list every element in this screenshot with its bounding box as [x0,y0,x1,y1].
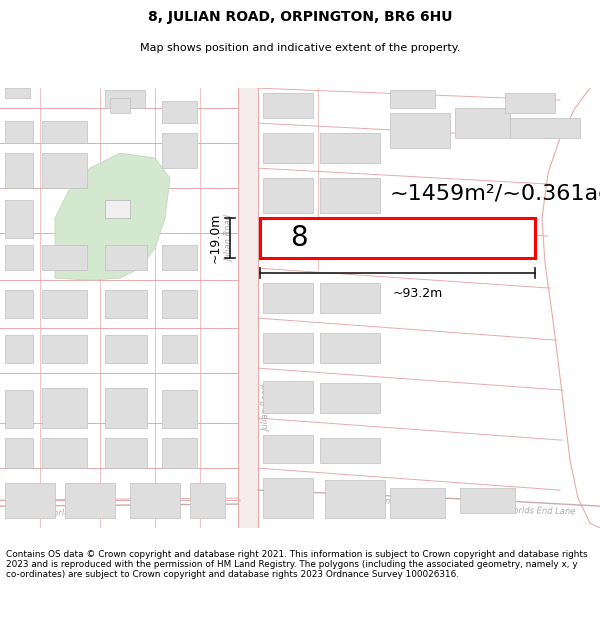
Bar [5,290,33,318]
Text: Worlds End Lane: Worlds End Lane [325,496,395,506]
Bar [5,121,33,143]
Bar [42,388,87,428]
Bar [460,488,515,513]
Bar [325,480,385,518]
Text: 8, JULIAN ROAD, ORPINGTON, BR6 6HU: 8, JULIAN ROAD, ORPINGTON, BR6 6HU [148,10,452,24]
Bar [320,333,380,363]
Bar [65,483,115,518]
Text: Map shows position and indicative extent of the property.: Map shows position and indicative extent… [140,43,460,53]
Bar [42,153,87,188]
Bar [162,390,197,428]
Bar [5,88,30,98]
Bar [263,93,313,118]
Bar [320,178,380,213]
Bar [320,283,380,313]
Bar [5,245,33,270]
Bar [263,178,313,213]
Bar [510,118,580,138]
Text: Julian Road: Julian Road [225,214,234,262]
Bar [105,200,130,218]
Text: Julian Road: Julian Road [262,384,271,432]
Bar [5,153,33,188]
Bar [5,438,33,468]
Bar [5,335,33,363]
Bar [162,133,197,168]
Bar [105,438,147,468]
Bar [42,245,87,270]
Bar [162,438,197,468]
Text: ~93.2m: ~93.2m [392,287,443,300]
Bar [263,478,313,518]
Bar [5,483,55,518]
Bar [105,90,145,108]
Bar [390,488,445,518]
Bar [162,245,197,270]
Bar [162,290,197,318]
Text: 8: 8 [290,224,308,252]
Bar [42,121,87,143]
Polygon shape [55,153,170,280]
Text: Contains OS data © Crown copyright and database right 2021. This information is : Contains OS data © Crown copyright and d… [6,549,587,579]
Bar [320,438,380,463]
Bar [505,93,555,113]
Bar [263,133,313,163]
Bar [320,383,380,413]
Bar [263,283,313,313]
Bar [260,218,535,258]
Bar [162,335,197,363]
Bar [263,435,313,463]
Bar [455,108,510,138]
Bar [42,438,87,468]
Text: Worlds End Lane: Worlds End Lane [45,508,115,518]
Text: ~19.0m: ~19.0m [209,213,222,263]
Bar [105,335,147,363]
Bar [105,290,147,318]
Bar [105,388,147,428]
Bar [320,133,380,163]
Bar [110,98,130,113]
Bar [190,483,225,518]
Bar [390,90,435,108]
Bar [263,333,313,363]
Text: ~1459m²/~0.361ac.: ~1459m²/~0.361ac. [390,183,600,203]
Bar [130,483,180,518]
Bar [390,113,450,148]
Bar [42,290,87,318]
Bar [105,245,147,270]
Text: Worlds End Lane: Worlds End Lane [505,506,575,516]
Bar [42,335,87,363]
Bar [162,101,197,123]
Bar [238,88,258,528]
Bar [5,200,33,238]
Bar [263,381,313,413]
Bar [5,390,33,428]
